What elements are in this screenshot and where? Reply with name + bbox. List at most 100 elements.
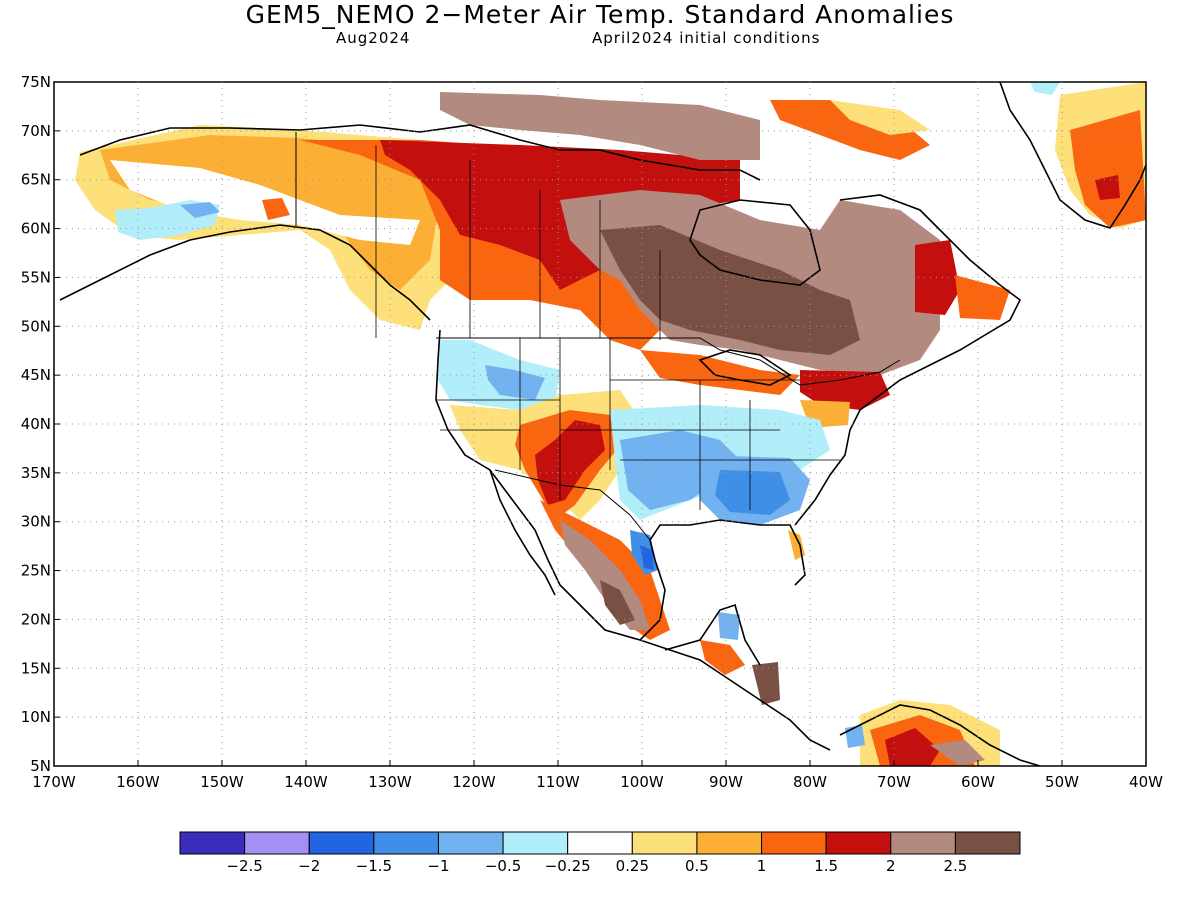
lon-tick-label: 110W <box>536 773 580 791</box>
valid-period: Aug2024 <box>336 29 411 47</box>
colorbar-label: −1 <box>427 857 449 875</box>
shade-ontario-darkbrown <box>600 225 860 355</box>
lon-tick-label: 40W <box>1129 773 1163 791</box>
shade-labrador-red <box>915 240 960 315</box>
us-states <box>436 338 840 510</box>
colorbar-label: −0.5 <box>485 857 521 875</box>
coast-alaska <box>79 124 761 181</box>
shade-sa-red <box>885 728 940 766</box>
shade-mexico-darkbrown <box>600 580 635 625</box>
lon-tick-label: 60W <box>961 773 995 791</box>
lon-tick-label: 130W <box>368 773 412 791</box>
colorbar-label: 1.5 <box>814 857 838 875</box>
lon-tick-label: 100W <box>620 773 664 791</box>
colorbar: −2.5 −2 −1.5 −1 −0.5 −0.25 0.25 0.5 1 1.5 2 2.5 <box>179 831 1021 875</box>
coast-gulf <box>639 519 806 641</box>
lat-tick-label: 30N <box>21 513 51 531</box>
lon-tick-label: 80W <box>793 773 827 791</box>
lat-tick-label: 20N <box>21 610 51 628</box>
colorbar-swatch <box>631 831 698 855</box>
shade-greenland-red <box>1095 175 1120 200</box>
lon-tick-label: 140W <box>284 773 328 791</box>
colorbar-label: −2.5 <box>226 857 262 875</box>
coast-west <box>435 329 831 751</box>
shade-texas-darkblue <box>640 545 654 570</box>
shade-pnw-blue <box>485 365 545 400</box>
colorbar-swatch <box>890 831 956 855</box>
lat-tick-label: 50N <box>21 317 51 335</box>
shade-centam-blue <box>718 612 740 640</box>
lat-tick-label: 75N <box>21 73 51 91</box>
colorbar-swatch <box>308 831 375 855</box>
colorbar-label: −2 <box>298 857 320 875</box>
coast-alaska-south <box>59 224 431 321</box>
lat-tick-label: 65N <box>21 171 51 189</box>
coast-yucatan <box>664 603 761 666</box>
colorbar-swatch <box>567 831 633 855</box>
lat-tick-label: 25N <box>21 562 51 580</box>
lon-tick-label: 90W <box>709 773 743 791</box>
us-canada-border <box>436 337 901 386</box>
colorbar-label: 2.5 <box>943 857 967 875</box>
lon-tick-label: 50W <box>1045 773 1079 791</box>
colorbar-label: −0.25 <box>545 857 591 875</box>
lon-tick-label: 150W <box>200 773 244 791</box>
shade-mexico-brown <box>560 520 650 630</box>
shade-labrador-orange <box>955 275 1010 320</box>
colorbar-label: 2 <box>886 857 896 875</box>
coast-southamerica <box>839 704 1041 766</box>
colorbar-swatch <box>502 831 569 855</box>
colorbar-swatch <box>373 831 439 855</box>
lat-tick-label: 15N <box>21 659 51 677</box>
shade-yukon-warm <box>262 198 290 220</box>
colorbar-swatch <box>696 831 763 855</box>
lat-tick-label: 45N <box>21 366 51 384</box>
lat-tick-label: 70N <box>21 122 51 140</box>
shade-northeast-red <box>800 370 890 410</box>
shade-sa-blue <box>845 725 865 748</box>
lat-tick-label: 40N <box>21 415 51 433</box>
colorbar-swatch <box>954 831 1021 855</box>
lon-tick-label: 160W <box>116 773 160 791</box>
coast-labrador <box>839 194 1001 286</box>
initial-conditions: April2024 initial conditions <box>592 29 821 47</box>
lat-tick-label: 5N <box>30 757 51 775</box>
shade-greenland-cool <box>1030 82 1060 95</box>
us-mexico-border <box>494 469 651 541</box>
lat-tick-label: 60N <box>21 220 51 238</box>
lon-tick-label: 120W <box>452 773 496 791</box>
colorbar-label: 0.5 <box>685 857 709 875</box>
colorbar-swatch <box>825 831 892 855</box>
shade-central-lightblue <box>620 430 740 510</box>
shade-centam-orange <box>700 640 745 675</box>
lat-tick-label: 55N <box>21 268 51 286</box>
shade-centam-brown <box>752 662 780 705</box>
anomaly-shading <box>75 82 1146 766</box>
colorbar-label: 1 <box>757 857 767 875</box>
colorbar-swatch <box>244 831 310 855</box>
shade-arctic-light <box>830 100 930 135</box>
lon-tick-label: 170W <box>32 773 76 791</box>
canada-provinces <box>375 145 661 340</box>
shade-southeast-blue <box>715 470 790 515</box>
coast-baja <box>489 469 556 596</box>
map-title: GEM5_NEMO 2−Meter Air Temp. Standard Ano… <box>245 0 955 29</box>
colorbar-label: 0.25 <box>616 857 649 875</box>
coast-east <box>794 284 1022 526</box>
colorbar-swatch <box>437 831 504 855</box>
shade-greenland-orange <box>1070 110 1146 228</box>
shade-alaska-blue <box>180 202 220 218</box>
axis-ticks: 170W 160W 150W 140W 130W 120W 110W 100W 90W 80W 70… <box>21 73 1163 791</box>
colorbar-label: −1.5 <box>356 857 392 875</box>
coast-hudson <box>689 199 821 286</box>
shade-sa-brown <box>930 740 985 766</box>
lat-tick-label: 10N <box>21 708 51 726</box>
shade-arctic-brown <box>440 92 760 160</box>
lat-tick-label: 35N <box>21 464 51 482</box>
coast-greenland <box>999 82 1146 229</box>
lon-tick-label: 70W <box>877 773 911 791</box>
colorbar-swatch <box>179 831 246 855</box>
graticule <box>54 82 1146 766</box>
shade-arctic-orange <box>770 100 930 160</box>
